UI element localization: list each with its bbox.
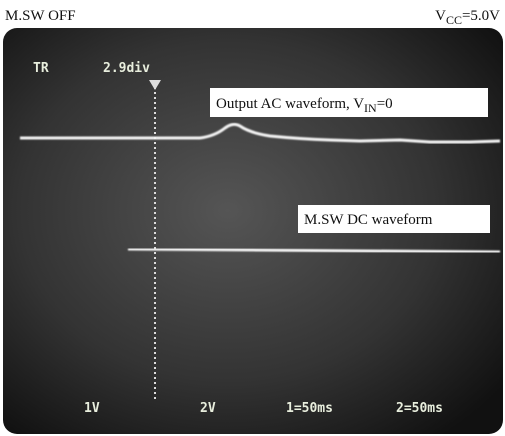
readout: 1=50ms bbox=[286, 401, 333, 416]
page: M.SW OFF VCC=5.0V TR 2.9div Output AC wa… bbox=[0, 0, 505, 436]
readout: 2V bbox=[200, 401, 216, 416]
header-left: M.SW OFF bbox=[5, 8, 76, 24]
header-right: VCC=5.0V bbox=[435, 8, 500, 27]
trigger-position: 2.9div bbox=[103, 61, 150, 76]
readout: 1V bbox=[84, 401, 100, 416]
trigger-label: TR bbox=[33, 61, 49, 76]
readout: 2=50ms bbox=[396, 401, 443, 416]
figure: M.SW OFF VCC=5.0V TR 2.9div Output AC wa… bbox=[0, 0, 505, 436]
dc-label: M.SW DC waveform bbox=[304, 212, 433, 228]
